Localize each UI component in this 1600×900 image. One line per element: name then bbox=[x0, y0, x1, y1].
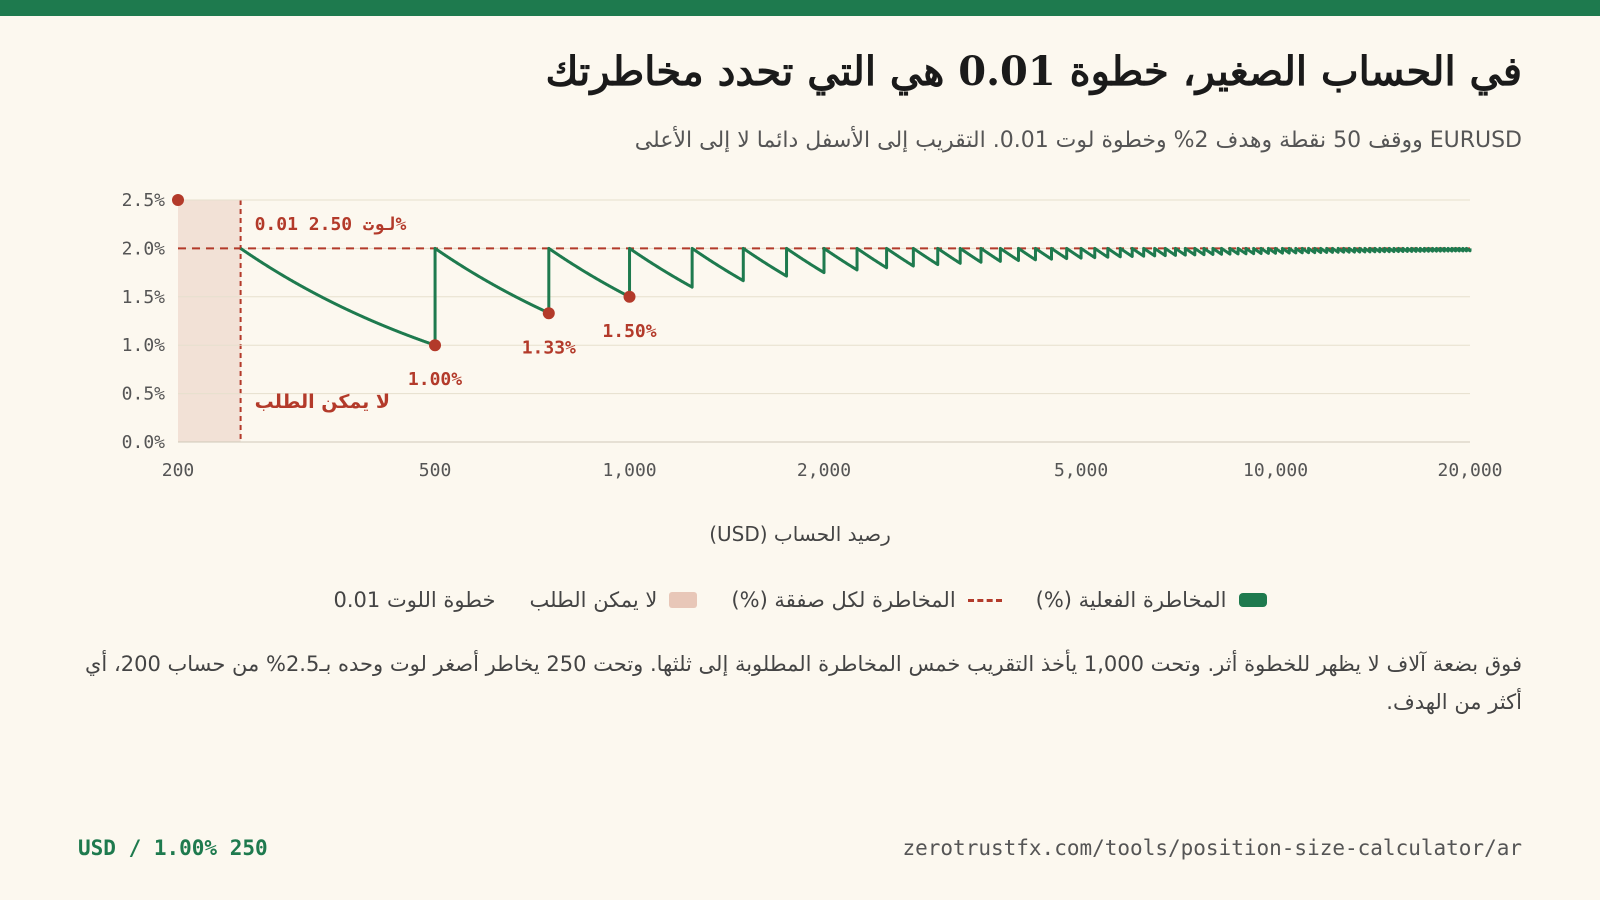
legend-label-cannot-order: لا يمكن الطلب bbox=[529, 588, 658, 612]
data-point bbox=[623, 290, 636, 303]
top-accent-bar bbox=[0, 0, 1600, 16]
y-tick-label: 2.5% bbox=[122, 190, 166, 211]
explanation-note: فوق بضعة آلاف لا يظهر للخطوة أثر. وتحت 1… bbox=[85, 652, 1522, 714]
y-tick-label: 1.0% bbox=[122, 335, 166, 356]
data-point-label: 1.33% bbox=[522, 337, 576, 358]
data-point bbox=[172, 194, 184, 206]
data-point bbox=[542, 307, 555, 320]
page-title: في الحساب الصغير، خطوة 0.01 هي التي تحدد… bbox=[545, 48, 1522, 95]
x-tick-label: 10,000 bbox=[1243, 460, 1308, 481]
legend-label-target: المخاطرة لكل صفقة (%) bbox=[731, 588, 956, 612]
x-tick-label: 1,000 bbox=[602, 460, 656, 481]
footer-url[interactable]: zerotrustfx.com/tools/position-size-calc… bbox=[902, 836, 1522, 860]
legend-swatch-actual bbox=[1238, 593, 1267, 607]
unorderable-band bbox=[178, 200, 241, 442]
legend-item-cannot-order: لا يمكن الطلب bbox=[529, 588, 698, 612]
y-tick-label: 0.0% bbox=[122, 432, 166, 453]
legend-swatch-band bbox=[669, 592, 698, 608]
legend-swatch-target bbox=[967, 598, 1002, 602]
legend-item-actual-risk: المخاطرة الفعلية (%) bbox=[1036, 588, 1267, 612]
min-lot-annotation: 0.01 2.50 لوت% bbox=[255, 214, 407, 235]
chart-legend: المخاطرة الفعلية (%) المخاطرة لكل صفقة (… bbox=[0, 588, 1600, 612]
cannot-order-annotation: لا يمكن الطلب bbox=[255, 391, 390, 413]
footer-summary: USD / 1.00% 250 bbox=[78, 836, 268, 860]
data-point bbox=[429, 339, 442, 352]
legend-item-target-risk: المخاطرة لكل صفقة (%) bbox=[731, 588, 1002, 612]
legend-label-actual: المخاطرة الفعلية (%) bbox=[1035, 588, 1227, 612]
y-tick-label: 2.0% bbox=[122, 238, 166, 259]
x-tick-label: 500 bbox=[419, 460, 452, 481]
page-subtitle: EURUSD ووقف 50 نقطة وهدف 2% وخطوة لوت 0.… bbox=[634, 128, 1522, 153]
y-tick-label: 0.5% bbox=[122, 384, 166, 405]
legend-label-lot-step: خطوة اللوت 0.01 bbox=[333, 588, 496, 612]
risk-chart: 0.0% 0.5% 1.0% 1.5% 2.0% 2.5% 200 500 1,000 2,00… bbox=[122, 190, 1503, 481]
legend-item-lot-step: خطوة اللوت 0.01 bbox=[334, 588, 496, 612]
y-tick-label: 1.5% bbox=[122, 287, 166, 308]
x-tick-label: 2,000 bbox=[797, 460, 851, 481]
actual-risk-line bbox=[239, 246, 1472, 347]
data-point-label: 1.00% bbox=[408, 369, 462, 390]
x-axis-label: رصيد الحساب (USD) bbox=[709, 522, 891, 546]
x-tick-label: 5,000 bbox=[1054, 460, 1108, 481]
x-tick-label: 200 bbox=[162, 460, 195, 481]
x-tick-label: 20,000 bbox=[1437, 460, 1502, 481]
data-point-label: 1.50% bbox=[602, 321, 656, 342]
